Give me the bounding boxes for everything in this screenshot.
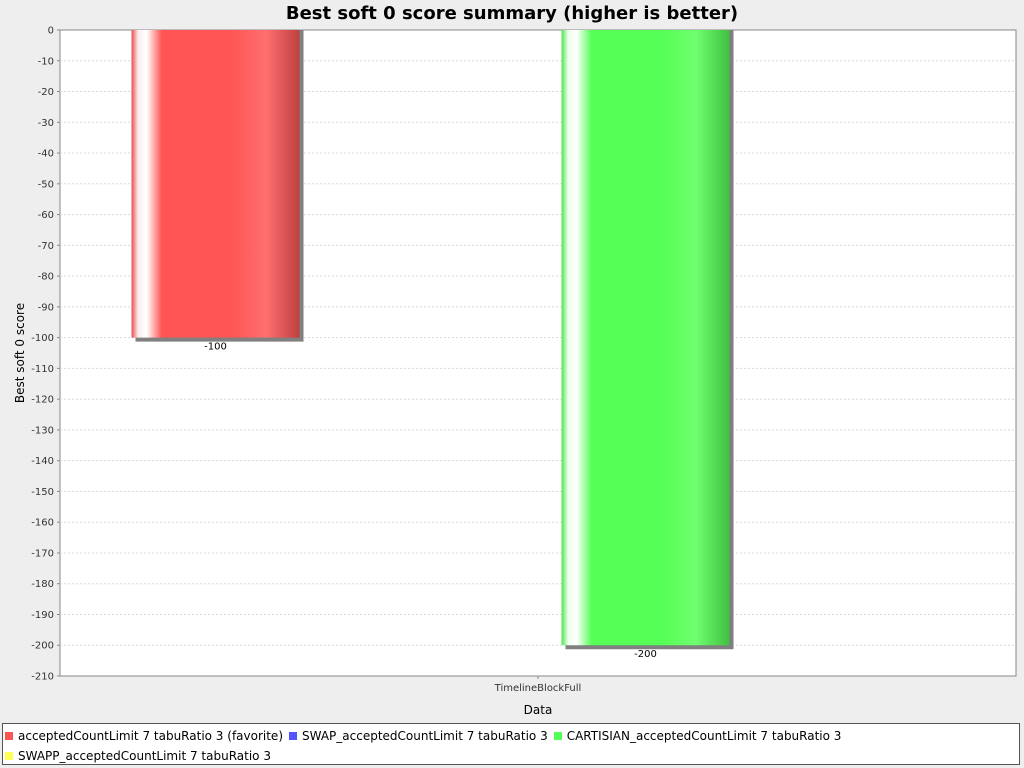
y-tick-label: -40 (38, 149, 54, 160)
legend-swatch (5, 752, 13, 760)
y-tick-label: -110 (31, 364, 54, 375)
legend-swatch (553, 732, 562, 740)
legend-swatch (289, 732, 297, 740)
y-tick-label: -130 (31, 425, 54, 436)
y-tick-label: -170 (31, 548, 54, 559)
chart-title: Best soft 0 score summary (higher is bet… (286, 3, 738, 24)
y-tick-label: -60 (38, 210, 54, 221)
legend-swatch (5, 732, 13, 740)
y-tick-label: -100 (31, 333, 54, 344)
legend-item: SWAP_acceptedCountLimit 7 tabuRatio 3 (289, 726, 548, 746)
y-tick-label: -180 (31, 579, 54, 590)
bar (561, 30, 730, 646)
legend-label: acceptedCountLimit 7 tabuRatio 3 (favori… (18, 729, 283, 743)
legend-item: CARTISIAN_acceptedCountLimit 7 tabuRatio… (553, 726, 842, 746)
legend-label: SWAPP_acceptedCountLimit 7 tabuRatio 3 (18, 749, 271, 763)
bar-value-label: -200 (634, 649, 657, 660)
y-tick-label: -10 (38, 56, 54, 67)
legend-item: SWAPP_acceptedCountLimit 7 tabuRatio 3 (5, 746, 271, 766)
y-axis-ticks: 0 -10 -20 -30 -40 -50 -60 -70 -80 -90 -100 -110 -120… (31, 26, 539, 683)
y-axis-label: Best soft 0 score (13, 303, 27, 403)
y-tick-label: 0 (48, 26, 54, 37)
y-tick-label: -190 (31, 610, 54, 621)
y-tick-label: -30 (38, 118, 54, 129)
bar (131, 30, 300, 338)
y-tick-label: -120 (31, 395, 54, 406)
bars (131, 30, 734, 650)
legend-label: CARTISIAN_acceptedCountLimit 7 tabuRatio… (566, 729, 842, 743)
y-tick-label: -150 (31, 487, 54, 498)
y-tick-label: -210 (31, 672, 54, 683)
y-tick-label: -20 (38, 87, 54, 98)
y-tick-label: -160 (31, 518, 54, 529)
y-tick-label: -80 (38, 272, 54, 283)
legend-item: acceptedCountLimit 7 tabuRatio 3 (favori… (5, 726, 283, 746)
x-axis-label: Data (524, 703, 553, 717)
x-tick-label: TimelineBlockFull (494, 683, 582, 694)
y-tick-label: -50 (38, 179, 54, 190)
legend-label: SWAP_acceptedCountLimit 7 tabuRatio 3 (302, 729, 548, 743)
y-tick-label: -90 (38, 302, 54, 313)
grid (60, 60, 1016, 646)
legend: acceptedCountLimit 7 tabuRatio 3 (favori… (2, 723, 1020, 765)
chart: Best soft 0 score summary (higher is bet… (13, 3, 1017, 717)
bar-value-label: -100 (204, 342, 227, 353)
bar-value-labels: -100 -200 (204, 342, 657, 661)
y-tick-label: -140 (31, 456, 54, 467)
y-tick-label: -70 (38, 241, 54, 252)
y-tick-label: -200 (31, 641, 54, 652)
